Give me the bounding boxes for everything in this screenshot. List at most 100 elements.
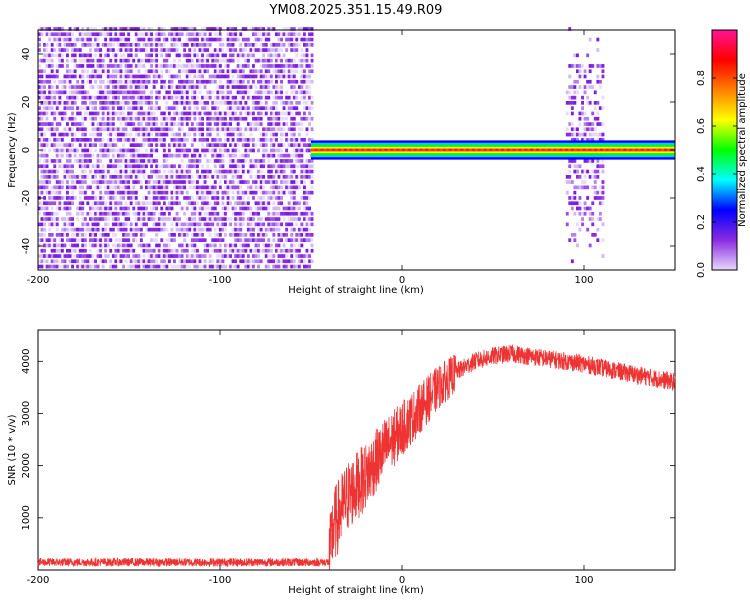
spectrogram-cell (287, 143, 291, 147)
spectrogram-cell (297, 164, 301, 169)
spectrogram-cell (295, 217, 299, 221)
spectrogram-cell (596, 164, 600, 169)
spectrogram-cell (50, 127, 54, 132)
spectrogram-cell (173, 32, 176, 37)
spectrogram-cell (198, 64, 202, 68)
spectrogram-cell (81, 169, 85, 174)
spectrogram-cell (96, 169, 100, 174)
spectrogram-cell (297, 211, 301, 216)
spectrogram-cell (155, 233, 159, 237)
spectrogram-cell (175, 95, 179, 100)
spectrogram-cell (292, 95, 296, 100)
spectrogram-cell (208, 217, 212, 221)
spectrogram-cell (300, 227, 304, 232)
spectrogram-cell (111, 227, 115, 232)
spectrogram-cell (234, 264, 238, 269)
spectrogram-cell (99, 153, 103, 158)
spectrogram-cell (101, 79, 105, 84)
spectrogram-cell (264, 243, 268, 248)
spectrogram-cell (183, 264, 187, 269)
spectrogram-cell (142, 254, 146, 258)
spectrogram-cell (160, 69, 164, 74)
spectrogram-cell (157, 74, 161, 79)
spectrogram-cell (231, 159, 235, 163)
spectrogram-cell (193, 127, 197, 132)
spectrogram-cell (104, 190, 108, 195)
spectrogram-cell (285, 206, 289, 211)
spectrogram-cell (285, 48, 289, 52)
spectrogram-cell (165, 227, 169, 232)
spectrogram-cell (83, 264, 87, 269)
spectrogram-cell (586, 159, 590, 163)
spectrogram-cell (43, 180, 46, 184)
spectrogram-cell (162, 190, 166, 195)
spectrogram-cell (213, 111, 217, 116)
spectrogram-cell (282, 217, 286, 221)
spectrogram-cell (303, 138, 306, 142)
spectrogram-cell (50, 185, 54, 190)
spectrogram-cell (190, 122, 194, 126)
spectrogram-cell (150, 164, 153, 169)
spectrogram-cell (145, 206, 148, 211)
spectrogram-cell (111, 95, 115, 100)
spectrogram-cell (111, 264, 115, 269)
spectrogram-cell (239, 127, 243, 132)
spectrogram-cell (241, 116, 245, 121)
spectrogram-cell (147, 27, 151, 31)
spectrogram-cell (78, 53, 82, 58)
spectrogram-cell (252, 254, 255, 258)
spectrogram-cell (190, 138, 194, 142)
spectrogram-cell (111, 53, 115, 58)
spectrogram-cell (91, 74, 95, 79)
spectrogram-cell (588, 243, 592, 248)
spectrogram-cell (127, 58, 131, 63)
spectrogram-cell (297, 175, 301, 179)
spectrogram-cell (581, 185, 584, 190)
spectrogram-cell (145, 248, 148, 253)
spectrogram-cell (117, 153, 120, 158)
spectrogram-cell (208, 159, 212, 163)
spectrogram-cell (134, 153, 138, 158)
spectrogram-cell (193, 53, 197, 58)
spectrogram-cell (565, 127, 569, 132)
spectrogram-cell (216, 169, 220, 174)
spectrogram-carrier-core (530, 148, 534, 151)
spectrogram-cell (150, 254, 153, 258)
spectrogram-cell (152, 196, 156, 200)
spectrogram-cell (63, 143, 67, 147)
spectrogram-cell (147, 243, 151, 248)
spectrogram-cell (142, 143, 146, 147)
spectrogram-cell (287, 69, 291, 74)
spectrogram-cell (147, 138, 151, 142)
spectrogram-cell (236, 159, 240, 163)
spectrogram-carrier-core (501, 148, 505, 151)
spectrogram-cell (206, 37, 210, 42)
spectrogram-cell (147, 116, 151, 121)
spectrogram-cell (193, 37, 197, 42)
spectrogram-cell (231, 227, 235, 232)
spectrogram-cell (588, 211, 592, 216)
spectrogram-cell (139, 222, 143, 227)
spectrogram-cell (45, 264, 49, 269)
spectrogram-cell (66, 264, 69, 269)
spectrogram-cell (104, 243, 108, 248)
spectrogram-cell (134, 259, 138, 264)
spectrogram-cell (48, 37, 52, 42)
spectrogram-cell (165, 53, 169, 58)
spectrogram-cell (277, 206, 281, 211)
spectrogram-cell (106, 222, 110, 227)
spectrogram-cell (285, 64, 289, 68)
spectrogram-cell (568, 238, 572, 242)
spectrogram-cell (596, 37, 600, 42)
spectrogram-cell (89, 37, 92, 42)
spectrogram-cell (60, 217, 64, 221)
spectrogram-cell (157, 217, 161, 221)
spectrogram-cell (234, 153, 238, 158)
spectrogram-cell (86, 175, 90, 179)
spectrogram-cell (40, 111, 44, 116)
spectrogram-cell (269, 185, 273, 190)
spectrogram-cell (150, 227, 153, 232)
spectrogram-cell (292, 106, 296, 110)
spectrogram-cell (129, 101, 133, 105)
spectrogram-cell (185, 90, 189, 95)
